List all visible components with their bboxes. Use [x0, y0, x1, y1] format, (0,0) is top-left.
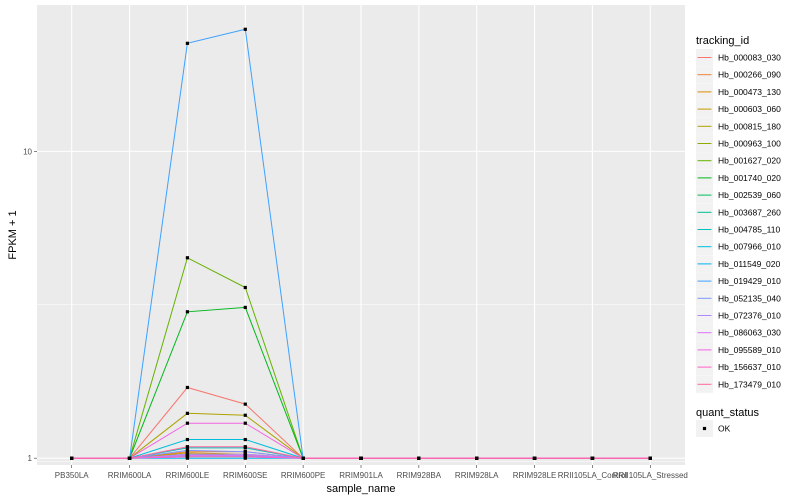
data-point: [243, 402, 247, 406]
x-tick-label: RRIM901LA: [339, 471, 383, 480]
data-point: [185, 256, 190, 260]
y-tick-label: 1: [28, 454, 33, 463]
y-axis-ticks: 1 10: [23, 147, 37, 463]
x-tick-label: RRIM928LA: [455, 471, 499, 480]
legend-items: Hb_000083_030 Hb_000266_090 Hb_000473_130 H…: [696, 49, 781, 393]
legend-label: Hb_052135_040: [718, 293, 781, 303]
data-point: [185, 421, 190, 425]
legend-label: Hb_000473_130: [718, 87, 781, 97]
legend-key-point: [702, 426, 707, 431]
legend-label: Hb_001740_020: [718, 173, 781, 183]
data-point: [185, 437, 190, 442]
legend-label: Hb_019429_010: [718, 276, 781, 286]
data-point: [301, 456, 305, 460]
x-tick-label: RRII105LA_Stressed: [613, 471, 688, 480]
data-point: [70, 456, 74, 460]
data-point: [359, 456, 363, 460]
data-point: [243, 445, 247, 449]
legend-label: Hb_072376_010: [718, 311, 781, 321]
legend: tracking_id Hb_000083_030Hb_000266_090Hb…: [696, 35, 781, 437]
legend-shape-items: OK: [696, 420, 731, 437]
data-point: [185, 445, 190, 449]
data-point: [185, 385, 190, 390]
legend-label: Hb_000083_030: [718, 53, 781, 63]
legend-label: Hb_086063_030: [718, 328, 781, 338]
x-tick-label: RRII105LA_Control: [558, 471, 628, 480]
legend-label: Hb_003687_260: [718, 207, 781, 217]
x-tick-label: RRIM600LE: [166, 471, 210, 480]
legend-label: Hb_000815_180: [718, 121, 781, 131]
legend-label: Hb_095589_010: [718, 345, 781, 355]
legend-label: Hb_173479_010: [718, 379, 781, 389]
x-tick-label: PB350LA: [55, 471, 89, 480]
legend-label: Hb_156637_010: [718, 362, 781, 372]
x-tick-label: RRIM928LE: [513, 471, 557, 480]
legend-title-tracking-id: tracking_id: [696, 35, 749, 47]
legend-title-quant-status: quant_status: [696, 407, 759, 419]
x-tick-label: RRIM928BA: [397, 471, 442, 480]
data-point: [243, 455, 247, 459]
data-point: [243, 285, 247, 290]
data-point: [475, 456, 479, 460]
legend-label: Hb_001627_020: [718, 156, 781, 166]
x-axis-ticks: PB350LA RRIM600LA RRIM600LE RRIM600SE RRIM60…: [55, 465, 688, 480]
data-point: [185, 455, 190, 459]
x-axis-title: sample_name: [326, 483, 395, 495]
data-point: [185, 411, 190, 415]
legend-label: Hb_011549_020: [718, 259, 781, 269]
y-axis-title: FPKM + 1: [7, 210, 19, 259]
data-point: [243, 450, 247, 454]
x-tick-label: RRIM600PE: [281, 471, 325, 480]
legend-label: Hb_000603_060: [718, 104, 781, 114]
y-tick-label: 10: [23, 147, 32, 156]
data-point: [243, 421, 247, 425]
x-tick-label: RRIM600SE: [223, 471, 267, 480]
legend-label: Hb_007966_010: [718, 242, 781, 252]
data-point: [243, 437, 247, 442]
data-point: [243, 27, 247, 31]
legend-label: Hb_004785_110: [718, 225, 781, 235]
legend-label: OK: [718, 424, 731, 434]
legend-label: Hb_002539_060: [718, 190, 781, 200]
data-point: [185, 448, 190, 453]
data-point: [127, 456, 132, 460]
series-points: [70, 27, 652, 460]
x-tick-label: RRIM600LA: [108, 471, 152, 480]
data-point: [532, 456, 537, 460]
data-point: [185, 310, 190, 314]
data-point: [648, 456, 652, 460]
data-point: [590, 456, 595, 460]
legend-label: Hb_000266_090: [718, 70, 781, 80]
legend-label: Hb_000963_100: [718, 139, 781, 149]
data-point: [243, 305, 247, 310]
data-point: [185, 41, 190, 45]
data-point: [417, 456, 421, 460]
data-point: [243, 413, 247, 417]
